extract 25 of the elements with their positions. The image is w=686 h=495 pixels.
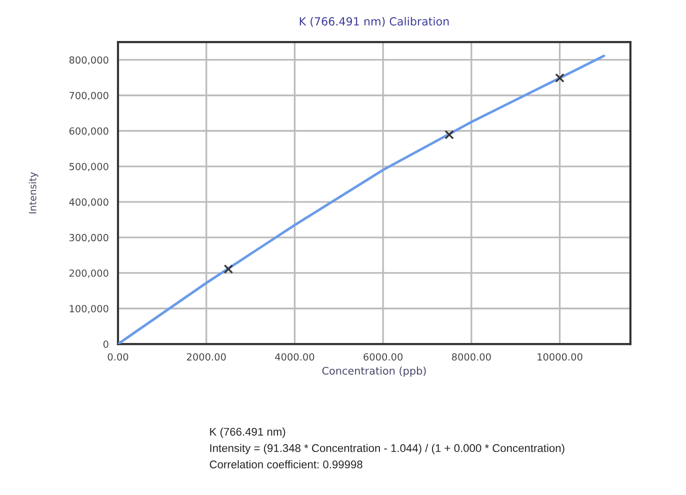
y-tick-label: 300,000 [70,234,108,242]
y-tick-label: 200,000 [69,269,108,278]
x-tick-label: 2000.00 [186,353,226,361]
y-tick-label: 700,000 [70,92,108,100]
x-tick-label: 6000.00 [364,353,403,361]
point [444,130,454,140]
point [555,73,564,83]
x-tick-label: 10000.00 [538,353,582,361]
text: Intensity = (91.348 * Concentration - 1.044) / (1 + 0.000 * Concentration) [210,444,564,454]
x-tick-label: 4000.00 [275,353,314,361]
chart-title: K (766.491 nm) Calibration [300,16,449,27]
x-axis-title: Concentration (ppb) [322,366,426,377]
y-tick-label: 800,000 [69,56,108,65]
y-tick-label: 100,000 [70,304,108,314]
line-series [118,54,606,344]
x-tick-label: 0.00 [108,353,128,361]
text: Correlation coefficient: 0.99998 [210,460,362,468]
x-tick-label: 8000.00 [452,353,491,361]
y-tick-label: 0 [103,340,108,348]
point [224,264,234,274]
text: K (766.491 nm) [210,428,286,438]
y-tick-label: 600,000 [69,127,108,136]
y-tick-label: 500,000 [70,162,108,172]
y-tick-label: 400,000 [69,198,108,207]
y-axis-title: Intensity [28,172,38,214]
